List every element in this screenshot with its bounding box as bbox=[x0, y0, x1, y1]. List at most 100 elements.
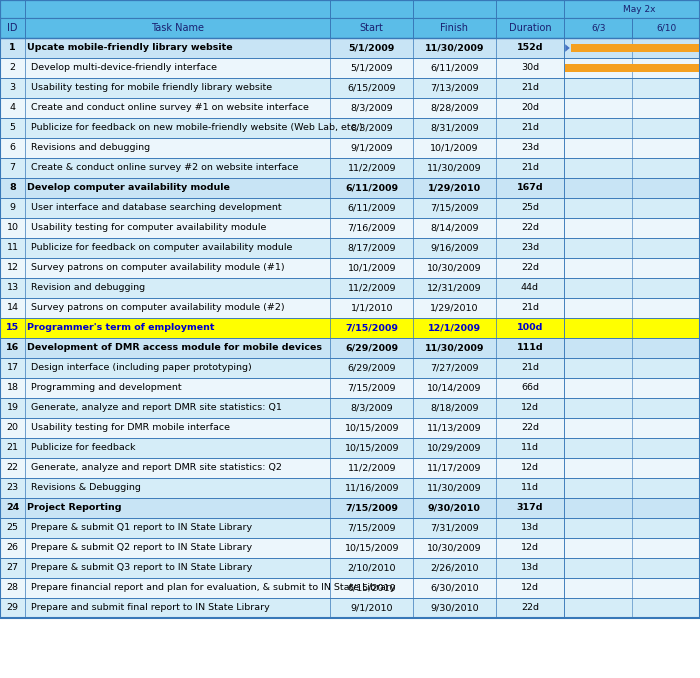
Bar bbox=[0, 438, 700, 458]
Bar bbox=[564, 278, 700, 298]
Text: 10/15/2009: 10/15/2009 bbox=[344, 443, 399, 452]
Text: 9/30/2010: 9/30/2010 bbox=[430, 603, 479, 612]
Text: Programmer's term of employment: Programmer's term of employment bbox=[27, 323, 215, 332]
Bar bbox=[564, 418, 700, 438]
Text: 22d: 22d bbox=[521, 603, 539, 612]
Text: 8: 8 bbox=[9, 184, 16, 193]
Text: 8/3/2009: 8/3/2009 bbox=[351, 123, 393, 132]
Text: 3: 3 bbox=[10, 83, 15, 92]
Text: 25d: 25d bbox=[521, 203, 539, 212]
Text: 21d: 21d bbox=[521, 363, 539, 372]
Text: 167d: 167d bbox=[517, 184, 543, 193]
Bar bbox=[0, 78, 700, 98]
Text: 1/29/2010: 1/29/2010 bbox=[428, 184, 481, 193]
Text: 5/1/2009: 5/1/2009 bbox=[351, 64, 393, 73]
Text: 7/27/2009: 7/27/2009 bbox=[430, 363, 479, 372]
Text: 14: 14 bbox=[6, 304, 19, 313]
Bar bbox=[564, 478, 700, 498]
Text: 29: 29 bbox=[6, 603, 19, 612]
Text: 11/30/2009: 11/30/2009 bbox=[424, 43, 484, 52]
Text: 11/16/2009: 11/16/2009 bbox=[344, 483, 399, 492]
Bar bbox=[0, 538, 700, 558]
Text: Prepare financial report and plan for evaluation, & submit to IN State Library: Prepare financial report and plan for ev… bbox=[32, 584, 395, 593]
Text: 1: 1 bbox=[9, 43, 16, 52]
Text: 44d: 44d bbox=[521, 283, 539, 292]
Text: Development of DMR access module for mobile devices: Development of DMR access module for mob… bbox=[27, 344, 322, 353]
Bar bbox=[0, 138, 700, 158]
Text: Generate, analyze and report DMR site statistics: Q2: Generate, analyze and report DMR site st… bbox=[32, 464, 282, 473]
Text: 66d: 66d bbox=[521, 384, 539, 393]
Text: 11/13/2009: 11/13/2009 bbox=[427, 424, 482, 433]
Text: 10/29/2009: 10/29/2009 bbox=[427, 443, 482, 452]
Text: Finish: Finish bbox=[440, 23, 468, 33]
Bar bbox=[0, 478, 700, 498]
Text: 21d: 21d bbox=[521, 304, 539, 313]
Text: 1/29/2010: 1/29/2010 bbox=[430, 304, 479, 313]
Text: 11/30/2009: 11/30/2009 bbox=[424, 344, 484, 353]
Text: Start: Start bbox=[360, 23, 384, 33]
Text: 11/2/2009: 11/2/2009 bbox=[347, 464, 396, 473]
Text: 10/30/2009: 10/30/2009 bbox=[427, 264, 482, 273]
Text: Usability testing for mobile friendly library website: Usability testing for mobile friendly li… bbox=[32, 83, 272, 92]
Text: 18: 18 bbox=[6, 384, 19, 393]
Bar bbox=[0, 118, 700, 138]
Text: 30d: 30d bbox=[521, 64, 539, 73]
Bar bbox=[0, 298, 700, 318]
Text: 7/16/2009: 7/16/2009 bbox=[347, 224, 396, 233]
Text: 10/1/2009: 10/1/2009 bbox=[430, 144, 479, 153]
Text: Revisions and debugging: Revisions and debugging bbox=[32, 144, 150, 153]
Text: 317d: 317d bbox=[517, 504, 543, 513]
Text: Project Reporting: Project Reporting bbox=[27, 504, 122, 513]
Text: ID: ID bbox=[7, 23, 18, 33]
Text: 8/14/2009: 8/14/2009 bbox=[430, 224, 479, 233]
Text: 21d: 21d bbox=[521, 163, 539, 172]
Bar bbox=[0, 0, 700, 18]
Text: 11d: 11d bbox=[521, 443, 539, 452]
Text: Usability testing for computer availability module: Usability testing for computer availabil… bbox=[32, 224, 267, 233]
Bar bbox=[564, 158, 700, 178]
Bar bbox=[0, 198, 700, 218]
Text: 11/17/2009: 11/17/2009 bbox=[427, 464, 482, 473]
Text: 12d: 12d bbox=[521, 544, 539, 553]
Text: 22d: 22d bbox=[521, 424, 539, 433]
Text: 10/1/2009: 10/1/2009 bbox=[347, 264, 396, 273]
Text: 6/11/2009: 6/11/2009 bbox=[347, 203, 396, 212]
Text: 6/30/2010: 6/30/2010 bbox=[430, 584, 479, 593]
Text: 8/3/2009: 8/3/2009 bbox=[351, 104, 393, 113]
Text: 7/15/2009: 7/15/2009 bbox=[347, 384, 396, 393]
Bar bbox=[0, 18, 700, 38]
Text: 7/15/2009: 7/15/2009 bbox=[347, 523, 396, 532]
Text: Create and conduct online survey #1 on website interface: Create and conduct online survey #1 on w… bbox=[32, 104, 309, 113]
Text: 7/15/2009: 7/15/2009 bbox=[345, 323, 398, 332]
Text: 8/18/2009: 8/18/2009 bbox=[430, 403, 479, 412]
Text: 5: 5 bbox=[10, 123, 15, 132]
Bar bbox=[564, 98, 700, 118]
Text: 6/11/2009: 6/11/2009 bbox=[430, 64, 479, 73]
Bar bbox=[564, 198, 700, 218]
Text: 13d: 13d bbox=[521, 563, 539, 572]
Text: 26: 26 bbox=[6, 544, 19, 553]
Text: 7/31/2009: 7/31/2009 bbox=[430, 523, 479, 532]
Text: 12/1/2009: 12/1/2009 bbox=[428, 323, 481, 332]
Text: Revision and debugging: Revision and debugging bbox=[32, 283, 146, 292]
Text: May 2x: May 2x bbox=[622, 5, 655, 14]
Bar bbox=[564, 518, 700, 538]
Bar bbox=[564, 438, 700, 458]
Bar bbox=[564, 258, 700, 278]
Text: 11/2/2009: 11/2/2009 bbox=[347, 283, 396, 292]
Text: 9/1/2010: 9/1/2010 bbox=[351, 603, 393, 612]
Text: 6/15/2009: 6/15/2009 bbox=[347, 83, 396, 92]
Text: 11d: 11d bbox=[521, 483, 539, 492]
Polygon shape bbox=[565, 44, 570, 52]
Text: 10/14/2009: 10/14/2009 bbox=[427, 384, 482, 393]
Bar bbox=[0, 178, 700, 198]
Text: 28: 28 bbox=[6, 584, 19, 593]
Text: 16: 16 bbox=[6, 344, 19, 353]
Text: 6/15/2010: 6/15/2010 bbox=[347, 584, 396, 593]
Bar bbox=[564, 38, 700, 58]
Text: Prepare & submit Q3 report to IN State Library: Prepare & submit Q3 report to IN State L… bbox=[32, 563, 253, 572]
Text: 17: 17 bbox=[6, 363, 19, 372]
Text: 100d: 100d bbox=[517, 323, 543, 332]
Bar bbox=[564, 238, 700, 258]
Text: Programming and development: Programming and development bbox=[32, 384, 182, 393]
